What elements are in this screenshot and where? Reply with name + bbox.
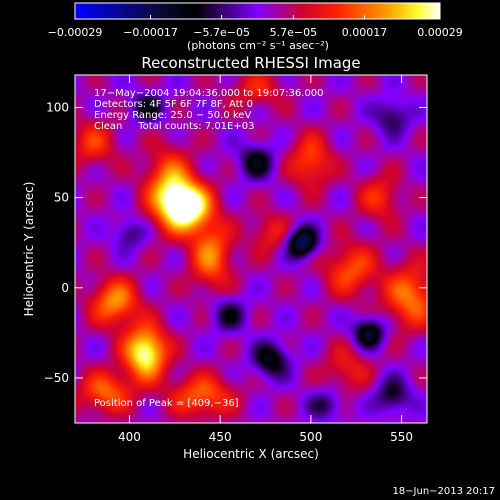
colorbar-ticks: −0.00029 −0.00017 −5.7e−05 5.7e−05 0.00017 0.… bbox=[48, 15, 463, 39]
plot-frame bbox=[74, 74, 428, 424]
chart-title: Reconstructed RHESSI Image bbox=[141, 54, 360, 72]
colorbar-tick-label: 5.7e−05 bbox=[270, 26, 317, 39]
x-tick-label: 500 bbox=[299, 430, 322, 444]
colorbar-tick-label: 0.00017 bbox=[342, 26, 388, 39]
colorbar-tick-label: −0.00029 bbox=[48, 26, 103, 39]
annotation-detectors: Detectors: 4F 5F 6F 7F 8F, Att 0 bbox=[94, 99, 253, 110]
annotation-total-counts: Clean Total counts: 7.01E+03 bbox=[94, 121, 254, 132]
x-tick-label: 550 bbox=[390, 430, 413, 444]
annotation-time-range: 17−May−2004 19:04:36.000 to 19:07:36.000 bbox=[94, 88, 324, 99]
y-tick-label: 100 bbox=[46, 100, 69, 114]
axis-ticks: 400 450 500 550 −50 0 50 100 bbox=[44, 75, 427, 444]
peak-position-label: Position of Peak = [409,−36] bbox=[94, 398, 239, 409]
x-tick-label: 400 bbox=[118, 430, 141, 444]
annotation-energy-range: Energy Range: 25.0 − 50.0 keV bbox=[94, 110, 251, 121]
y-axis-label: Heliocentric Y (arcsec) bbox=[22, 182, 36, 317]
colorbar bbox=[74, 2, 441, 20]
footer-date: 18−Jun−2013 20:17 bbox=[392, 486, 495, 497]
y-tick-label: −50 bbox=[44, 371, 69, 385]
x-tick-label: 450 bbox=[209, 430, 232, 444]
colorbar-tick-label: −5.7e−05 bbox=[193, 26, 250, 39]
x-axis-label: Heliocentric X (arcsec) bbox=[183, 447, 319, 461]
colorbar-tick-label: 0.00029 bbox=[417, 26, 463, 39]
y-tick-label: 0 bbox=[61, 281, 69, 295]
y-tick-label: 50 bbox=[54, 191, 69, 205]
heatmap-image bbox=[75, 75, 427, 423]
colorbar-tick-label: −0.00017 bbox=[123, 26, 178, 39]
colorbar-unit-label: (photons cm⁻² s⁻¹ asec⁻²) bbox=[187, 39, 329, 52]
